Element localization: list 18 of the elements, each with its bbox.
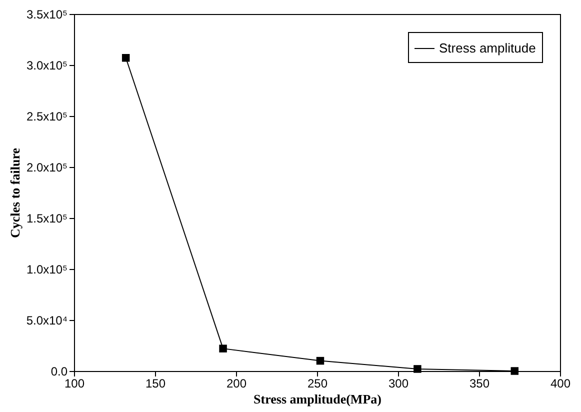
x-tick-label: 400 [550,376,571,390]
x-tick-label: 350 [469,376,490,390]
y-tick-label: 1.5x10⁵ [26,212,68,226]
y-tick-label: 0.0 [50,364,68,378]
x-tick-label: 250 [307,376,328,390]
x-tick-label: 300 [388,376,409,390]
y-tick-label: 2.5x10⁵ [26,110,68,124]
x-tick-label: 150 [145,376,166,390]
y-tick-label: 2.0x10⁵ [26,160,68,174]
y-tick-label: 3.5x10⁵ [26,8,68,22]
x-tick-label: 100 [64,376,85,390]
y-tick-label: 1.0x10⁵ [26,262,68,276]
x-tick-label: 200 [226,376,247,390]
x-axis-title: Stress amplitude(MPa) [254,392,382,406]
y-axis-title: Cycles to failure [7,148,22,238]
y-tick-label: 5.0x10⁴ [26,314,68,328]
y-tick-label: 3.0x10⁵ [26,58,68,72]
legend-label: Stress amplitude [439,40,536,56]
